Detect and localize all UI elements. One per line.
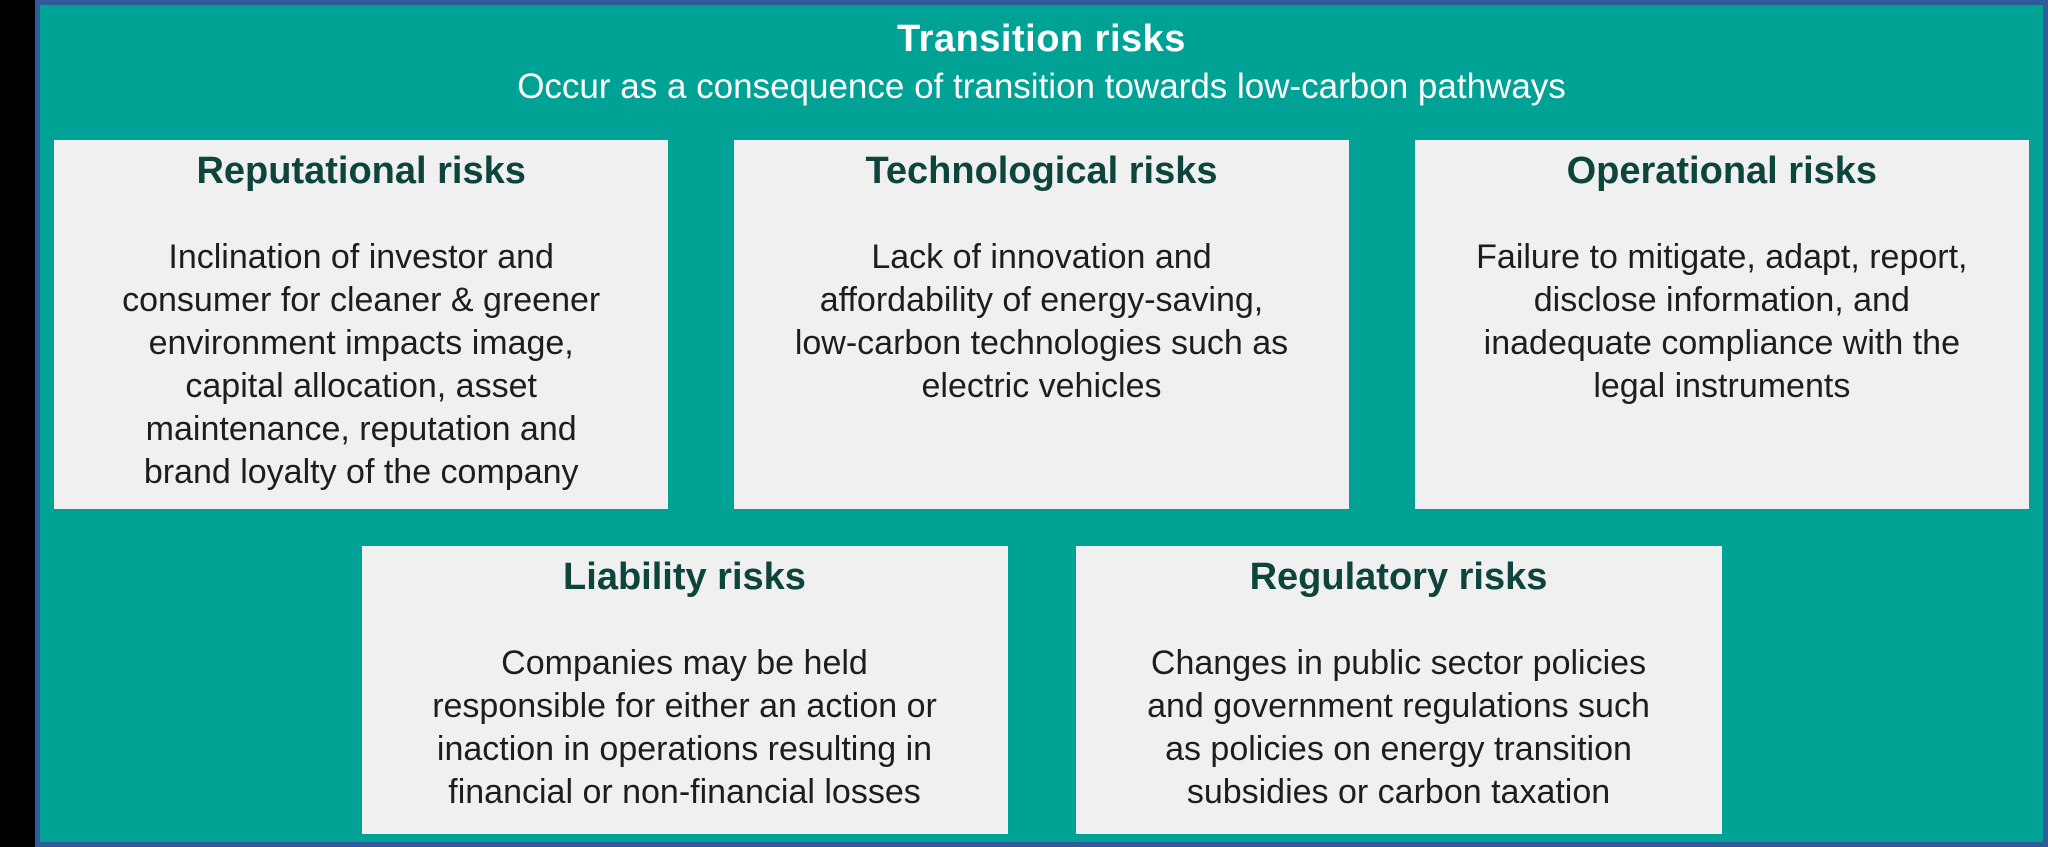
panel-header: Transition risks Occur as a consequence … bbox=[40, 5, 2043, 109]
panel-subtitle: Occur as a consequence of transition tow… bbox=[517, 67, 1566, 106]
risk-box-title: Regulatory risks bbox=[1249, 556, 1548, 598]
risk-box-description: Lack of innovation and affordability of … bbox=[794, 238, 1289, 405]
risk-box-title: Technological risks bbox=[865, 150, 1218, 192]
risk-box-operational: Operational risks Failure to mitigate, a… bbox=[1414, 140, 2029, 509]
risk-box-description: Changes in public sector policies and go… bbox=[1147, 644, 1650, 811]
transition-risks-panel: Transition risks Occur as a consequence … bbox=[35, 0, 2048, 847]
risk-row-bottom: Liability risks Companies may be held re… bbox=[40, 546, 2043, 834]
risk-box-reputational: Reputational risks Inclination of invest… bbox=[54, 140, 669, 509]
risk-box-title: Reputational risks bbox=[196, 150, 526, 192]
risk-box-title: Liability risks bbox=[563, 556, 806, 598]
risk-box-technological: Technological risks Lack of innovation a… bbox=[734, 140, 1349, 509]
panel-title: Transition risks bbox=[897, 18, 1186, 60]
risk-box-description: Inclination of investor and consumer for… bbox=[122, 238, 601, 491]
risk-row-top: Reputational risks Inclination of invest… bbox=[40, 140, 2043, 509]
risk-box-regulatory: Regulatory risks Changes in public secto… bbox=[1075, 546, 1722, 834]
risk-box-liability: Liability risks Companies may be held re… bbox=[361, 546, 1008, 834]
risk-box-title: Operational risks bbox=[1566, 150, 1878, 192]
risk-box-description: Companies may be held responsible for ei… bbox=[432, 644, 937, 811]
risk-box-description: Failure to mitigate, adapt, report, disc… bbox=[1476, 238, 1968, 405]
